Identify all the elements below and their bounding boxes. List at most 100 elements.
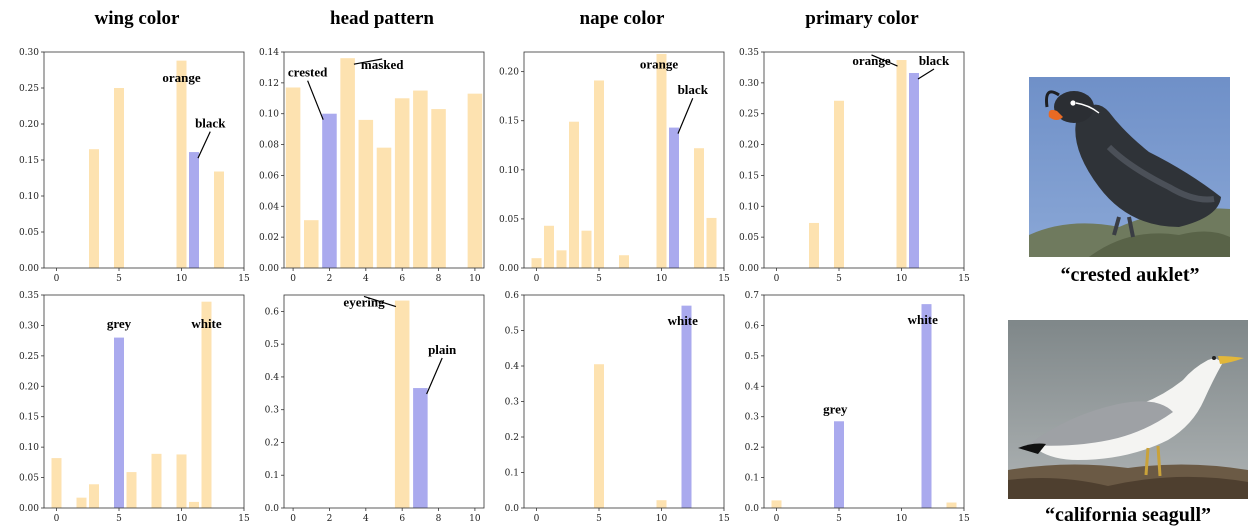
x-tick-label: 15 bbox=[718, 514, 730, 524]
annotation-label: orange bbox=[162, 70, 201, 85]
annotation-arrow bbox=[307, 80, 324, 120]
y-tick-label: 0.04 bbox=[259, 202, 279, 212]
y-tick-label: 0.25 bbox=[19, 84, 39, 94]
bar bbox=[669, 127, 679, 268]
x-tick-label: 10 bbox=[896, 274, 908, 284]
y-tick-label: 0.25 bbox=[739, 110, 759, 120]
x-tick-label: 4 bbox=[363, 514, 369, 524]
y-tick-label: 0.2 bbox=[265, 438, 279, 448]
bar bbox=[656, 500, 667, 508]
y-tick-label: 0.12 bbox=[259, 79, 279, 89]
y-tick-label: 0.4 bbox=[265, 373, 280, 383]
column-title-head-pattern: head pattern bbox=[330, 8, 434, 29]
x-tick-label: 5 bbox=[596, 514, 602, 524]
chart-bottom-nape-color: 0.0 0.1 0.2 0.3 0.4 0.5 0.6 0 5 10 15 white bbox=[505, 291, 730, 524]
x-tick-label: 5 bbox=[836, 274, 842, 284]
bar bbox=[681, 305, 692, 508]
y-tick-label: 0.5 bbox=[505, 327, 520, 337]
annotation-label: grey bbox=[107, 316, 132, 331]
column-title-primary-color: primary color bbox=[805, 8, 919, 29]
annotation-arrow bbox=[677, 97, 694, 134]
annotation-arrow bbox=[363, 295, 397, 308]
y-tick-label: 0.06 bbox=[259, 171, 279, 181]
bar bbox=[376, 147, 392, 268]
bar bbox=[176, 454, 187, 508]
y-tick-label: 0.20 bbox=[739, 141, 759, 151]
bar bbox=[413, 90, 428, 268]
annotation-label: masked bbox=[361, 57, 404, 72]
y-tick-label: 0.10 bbox=[19, 443, 39, 453]
chart-bottom-wing-color: 0.00 0.05 0.10 0.15 0.20 0.25 0.30 0.35 0 5 10 15 gr… bbox=[19, 291, 250, 524]
y-tick-label: 0.10 bbox=[739, 202, 759, 212]
bar bbox=[189, 501, 199, 508]
plot-frame bbox=[283, 294, 485, 509]
chart-top-head-pattern: 0.00 0.02 0.04 0.06 0.08 0.10 0.12 0.14 0 2 4 6 8 10 c… bbox=[259, 48, 485, 284]
y-tick-label: 0.14 bbox=[259, 48, 279, 58]
y-tick-label: 0.7 bbox=[745, 291, 760, 301]
bar bbox=[556, 250, 567, 268]
y-tick-label: 0.6 bbox=[265, 307, 280, 317]
plot-frame bbox=[763, 51, 965, 269]
x-tick-label: 2 bbox=[327, 514, 333, 524]
bar bbox=[304, 220, 319, 268]
y-tick-label: 0.20 bbox=[19, 120, 39, 130]
y-tick-label: 0.20 bbox=[499, 68, 519, 78]
bar bbox=[214, 171, 224, 268]
y-tick-label: 0.0 bbox=[265, 504, 280, 514]
x-tick-label: 15 bbox=[958, 514, 970, 524]
y-tick-label: 0.00 bbox=[19, 264, 39, 274]
x-tick-label: 15 bbox=[238, 514, 250, 524]
y-tick-label: 0.6 bbox=[745, 321, 760, 331]
x-tick-label: 10 bbox=[656, 514, 668, 524]
x-tick-label: 0 bbox=[534, 274, 540, 284]
bar bbox=[176, 60, 187, 268]
chart-top-primary-color: 0.00 0.05 0.10 0.15 0.20 0.25 0.30 0.35 0 5 10 15 or… bbox=[739, 48, 970, 284]
bar bbox=[89, 149, 99, 268]
bar bbox=[946, 502, 957, 508]
bar bbox=[544, 225, 554, 268]
y-tick-label: 0.3 bbox=[745, 413, 760, 423]
y-tick-label: 0.10 bbox=[499, 166, 519, 176]
bar bbox=[619, 255, 629, 268]
annotation-label: black bbox=[195, 116, 226, 131]
bar bbox=[76, 497, 87, 508]
annotation-label: black bbox=[919, 53, 950, 68]
annotation-arrow bbox=[197, 131, 211, 159]
y-tick-label: 0.0 bbox=[505, 504, 520, 514]
column-title-nape-color: nape color bbox=[579, 8, 665, 29]
bar bbox=[467, 93, 483, 269]
bar bbox=[89, 484, 99, 508]
y-tick-label: 0.6 bbox=[505, 291, 520, 301]
y-tick-label: 0.02 bbox=[259, 233, 279, 243]
x-tick-label: 2 bbox=[327, 274, 333, 284]
y-tick-label: 0.4 bbox=[745, 382, 760, 392]
bar bbox=[771, 500, 782, 508]
x-tick-label: 0 bbox=[54, 274, 60, 284]
x-tick-label: 5 bbox=[596, 274, 602, 284]
bar bbox=[694, 148, 704, 268]
bar bbox=[581, 230, 592, 268]
x-tick-label: 8 bbox=[436, 514, 442, 524]
annotation-label: black bbox=[678, 82, 709, 97]
x-tick-label: 0 bbox=[534, 514, 540, 524]
bar bbox=[413, 388, 428, 508]
x-tick-label: 0 bbox=[774, 274, 780, 284]
bar bbox=[394, 98, 410, 269]
y-tick-label: 0.0 bbox=[745, 504, 760, 514]
y-tick-label: 0.30 bbox=[19, 48, 39, 58]
y-tick-label: 0.1 bbox=[745, 474, 759, 484]
bar bbox=[114, 337, 124, 508]
bar bbox=[431, 109, 446, 268]
x-tick-label: 10 bbox=[176, 514, 188, 524]
bar bbox=[126, 472, 137, 508]
bar bbox=[285, 87, 301, 268]
bar bbox=[114, 88, 124, 268]
x-tick-label: 15 bbox=[238, 274, 250, 284]
california-seagull-photo bbox=[1008, 320, 1248, 499]
y-tick-label: 0.2 bbox=[505, 433, 519, 443]
bar bbox=[569, 121, 579, 268]
annotation-label: orange bbox=[640, 57, 679, 72]
y-tick-label: 0.20 bbox=[19, 382, 39, 392]
y-tick-label: 0.3 bbox=[265, 406, 280, 416]
y-tick-label: 0.15 bbox=[19, 413, 39, 423]
